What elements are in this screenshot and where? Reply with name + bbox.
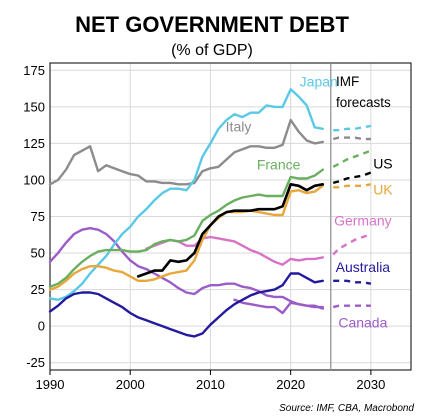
x-tick-label: 2030 <box>356 377 385 392</box>
series-forecast-us <box>332 171 372 185</box>
x-tick-label: 2000 <box>116 377 145 392</box>
plot-frame <box>49 62 412 371</box>
x-tick-label: 2020 <box>276 377 305 392</box>
series-label-canada: Canada <box>338 315 387 331</box>
series-line-italy <box>48 118 324 186</box>
y-tick-label: 175 <box>23 63 45 78</box>
series-label-us: US <box>373 155 392 171</box>
series-labels: Japan Italy France US UK Germany Australia Cana… <box>226 73 394 330</box>
y-tick-label: 0 <box>38 319 45 334</box>
series-label-uk: UK <box>373 182 393 198</box>
series-forecast-germany <box>332 232 372 256</box>
series-forecast-france <box>332 149 372 168</box>
y-tick-label: 125 <box>23 136 45 151</box>
series-label-france: France <box>257 157 301 173</box>
series-line-japan <box>48 88 324 301</box>
series-forecast-australia <box>333 279 372 285</box>
forecast-annotation-line1: IMF <box>336 74 359 89</box>
y-tick-label: 50 <box>31 246 45 261</box>
y-tick-label: 25 <box>31 282 45 297</box>
y-tick-label: 75 <box>31 209 45 224</box>
series-forecast-uk <box>333 183 372 189</box>
series-line-segment <box>233 298 324 315</box>
series-label-japan: Japan <box>300 73 338 89</box>
x-tick-label: 1990 <box>36 377 65 392</box>
series-forecast-japan <box>333 124 372 132</box>
series-label-germany: Germany <box>334 212 392 228</box>
series-line-canada <box>48 227 324 310</box>
series-label-australia: Australia <box>336 259 391 275</box>
y-tick-label: 100 <box>23 172 45 187</box>
series-line-france <box>48 168 324 288</box>
y-tick-label: -25 <box>26 355 45 370</box>
grid-lines <box>49 63 411 370</box>
chart-subtitle: (% of GDP) <box>171 42 253 59</box>
series-layer <box>48 88 372 338</box>
source-note: Source: IMF, CBA, Macrobond <box>279 403 414 414</box>
series-forecast-canada <box>332 304 371 309</box>
axes: -25 0 25 50 75 100 125 150 175 1990 2000 2010 2020 20… <box>23 62 412 392</box>
chart-title: NET GOVERNMENT DEBT <box>75 12 349 37</box>
series-line-uk <box>48 184 324 291</box>
x-tick-label: 2010 <box>196 377 225 392</box>
y-tick-label: 150 <box>23 99 45 114</box>
series-line-australia <box>48 272 324 338</box>
forecast-annotation-line2: forecasts <box>336 95 391 110</box>
series-label-italy: Italy <box>226 119 252 135</box>
series-forecast-italy <box>332 136 371 141</box>
series-line-us <box>136 183 325 278</box>
